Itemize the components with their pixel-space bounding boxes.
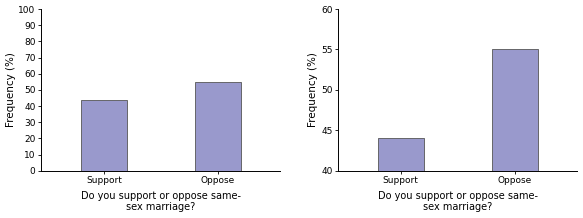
Bar — [81, 100, 127, 171]
Y-axis label: Frequency (%): Frequency (%) — [6, 53, 16, 127]
Bar — [195, 82, 241, 171]
X-axis label: Do you support or oppose same-
sex marriage?: Do you support or oppose same- sex marri… — [81, 191, 241, 213]
Y-axis label: Frequency (%): Frequency (%) — [308, 53, 318, 127]
X-axis label: Do you support or oppose same-
sex marriage?: Do you support or oppose same- sex marri… — [378, 191, 538, 213]
Bar — [378, 138, 424, 171]
Bar — [492, 49, 538, 171]
